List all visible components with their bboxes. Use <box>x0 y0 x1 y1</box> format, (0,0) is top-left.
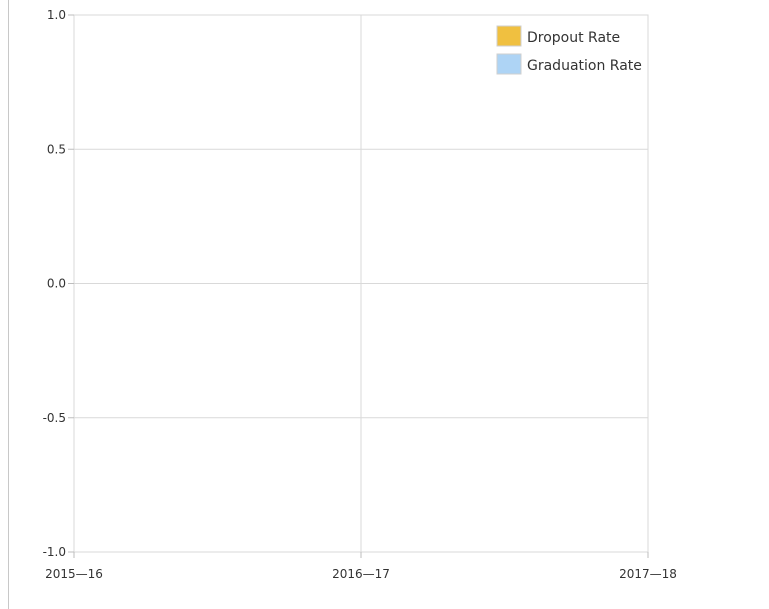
legend-label-graduation-rate: Graduation Rate <box>527 58 642 74</box>
legend-swatch-graduation-rate <box>496 53 522 75</box>
y-tick-label: 0.0 <box>47 277 66 291</box>
legend-swatch-dropout-rate <box>496 25 522 47</box>
x-tick-label: 2015—16 <box>45 567 103 581</box>
y-tick-label: -1.0 <box>43 545 66 559</box>
x-axis-ticks: 2015—16 2016—17 2017—18 <box>45 552 677 581</box>
legend: Dropout Rate Graduation Rate <box>496 25 642 75</box>
x-tick-label: 2016—17 <box>332 567 390 581</box>
y-tick-label: 0.5 <box>47 142 66 156</box>
x-tick-label: 2017—18 <box>619 567 677 581</box>
legend-label-dropout-rate: Dropout Rate <box>527 30 620 46</box>
y-axis-ticks: 1.0 0.5 0.0 -0.5 -1.0 <box>43 8 74 559</box>
y-tick-label: 1.0 <box>47 8 66 22</box>
left-border-rule <box>8 0 9 609</box>
y-tick-label: -0.5 <box>43 411 66 425</box>
